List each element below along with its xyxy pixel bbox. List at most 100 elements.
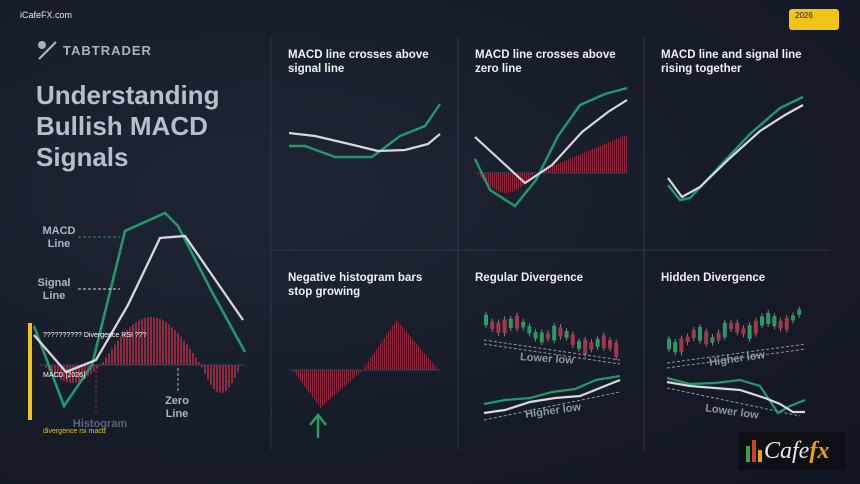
histogram-bar [382,340,383,370]
histogram-bar [324,370,325,405]
histogram-bar [342,370,343,389]
up-arrow-icon [309,412,327,438]
page-title: Understanding Bullish MACD Signals [36,80,220,172]
cell-title-signal-cross: MACD line crosses above signal line [288,48,429,76]
histogram-bar [546,168,547,173]
histogram-bar [111,348,113,365]
histogram-bar [568,159,569,173]
histogram-bar [504,173,505,193]
histogram-bar [416,343,417,370]
histogram-bar [228,365,230,388]
histogram-bar [300,370,301,381]
histogram-bar [306,370,307,389]
histogram-bar [512,173,513,192]
histogram-bar [296,370,297,376]
candle [490,321,495,330]
histogram-bar [60,365,62,380]
histogram-bar [78,365,80,382]
histogram-bar [430,360,431,370]
histogram-bar [210,365,212,385]
candle [614,342,619,357]
histogram-bar [514,173,515,191]
histogram-bar [518,173,519,189]
histogram-bar [318,370,319,406]
histogram-bar [530,173,531,179]
histogram-bar [340,370,341,390]
histogram-bar [350,370,351,381]
histogram-bar [69,365,71,383]
histogram-bar [590,149,591,173]
candle [778,320,783,329]
cell1-signal-line [288,131,441,153]
histogram-bar [616,138,617,173]
histogram-bar [560,162,561,173]
cafefx-suffix: fx [809,437,830,464]
candle [766,312,771,325]
histogram-bar [192,353,194,365]
histogram-bar [524,173,525,185]
cell2-signal-line [474,99,628,185]
histogram-bar [390,329,391,370]
cell5-macd-line [483,374,621,406]
histogram-bar [608,142,609,173]
histogram-bar [332,370,333,398]
cell6-macd-line [666,376,806,415]
histogram-bar [578,154,579,173]
histogram-bar [75,365,77,383]
cafefx-logo: Cafefx [738,432,846,470]
macd-label-line1: MACD [42,225,76,237]
histogram-bar [358,370,359,374]
histogram-bar [328,370,329,401]
signal-label-line1: Signal [37,277,71,289]
histogram-bar [234,365,236,378]
histogram-bar [129,327,131,365]
cell4-title-line1: Negative histogram bars [288,272,423,284]
candle [698,327,702,341]
histogram-bar [492,173,493,189]
histogram-bar [490,173,491,187]
signal-line-label: Signal Line [32,277,76,303]
histogram-bar [478,173,479,176]
histogram-bar [225,365,227,391]
cell-title-hidden-divergence: Hidden Divergence [661,272,766,284]
candle [589,342,594,350]
candle [722,322,727,338]
histogram-bar [138,320,140,365]
candle [484,314,488,326]
histogram-bar [486,173,487,184]
histogram-bar [310,370,311,395]
histogram-bar [135,322,137,365]
histogram-bar [376,349,377,370]
histogram-bar [380,343,381,370]
signal-line [33,234,244,374]
histogram-bar [156,317,158,365]
histogram-bar [72,365,74,383]
watermark-text: iCafeFX.com [20,10,73,20]
histogram-bar [336,370,337,394]
histogram-bar [108,353,110,365]
histogram-bar [534,173,535,175]
candle [527,326,532,334]
histogram-bar [237,365,239,372]
cafefx-prefix: Cafe [764,437,810,464]
histogram-bar [594,148,595,173]
histogram-bar [570,158,571,173]
candle [570,334,575,346]
histogram-bar [57,365,59,379]
cell1-macd-line [289,103,441,159]
candle [539,332,544,343]
histogram-bar [618,138,619,173]
histogram-bar [144,317,146,365]
histogram-bar [598,146,599,173]
histogram-bar [602,144,603,173]
histogram-bar [147,317,149,365]
histogram-bar [308,370,309,392]
histogram-bar [168,324,170,365]
overlay-footer-text: divergence rsi macd [43,428,106,435]
histogram-bar [93,365,95,372]
candle [784,317,789,330]
histogram-bar [312,370,313,398]
histogram-bar [366,364,367,370]
cell3-title-line1: MACD line and signal line [661,49,802,61]
histogram-bar [356,370,357,376]
